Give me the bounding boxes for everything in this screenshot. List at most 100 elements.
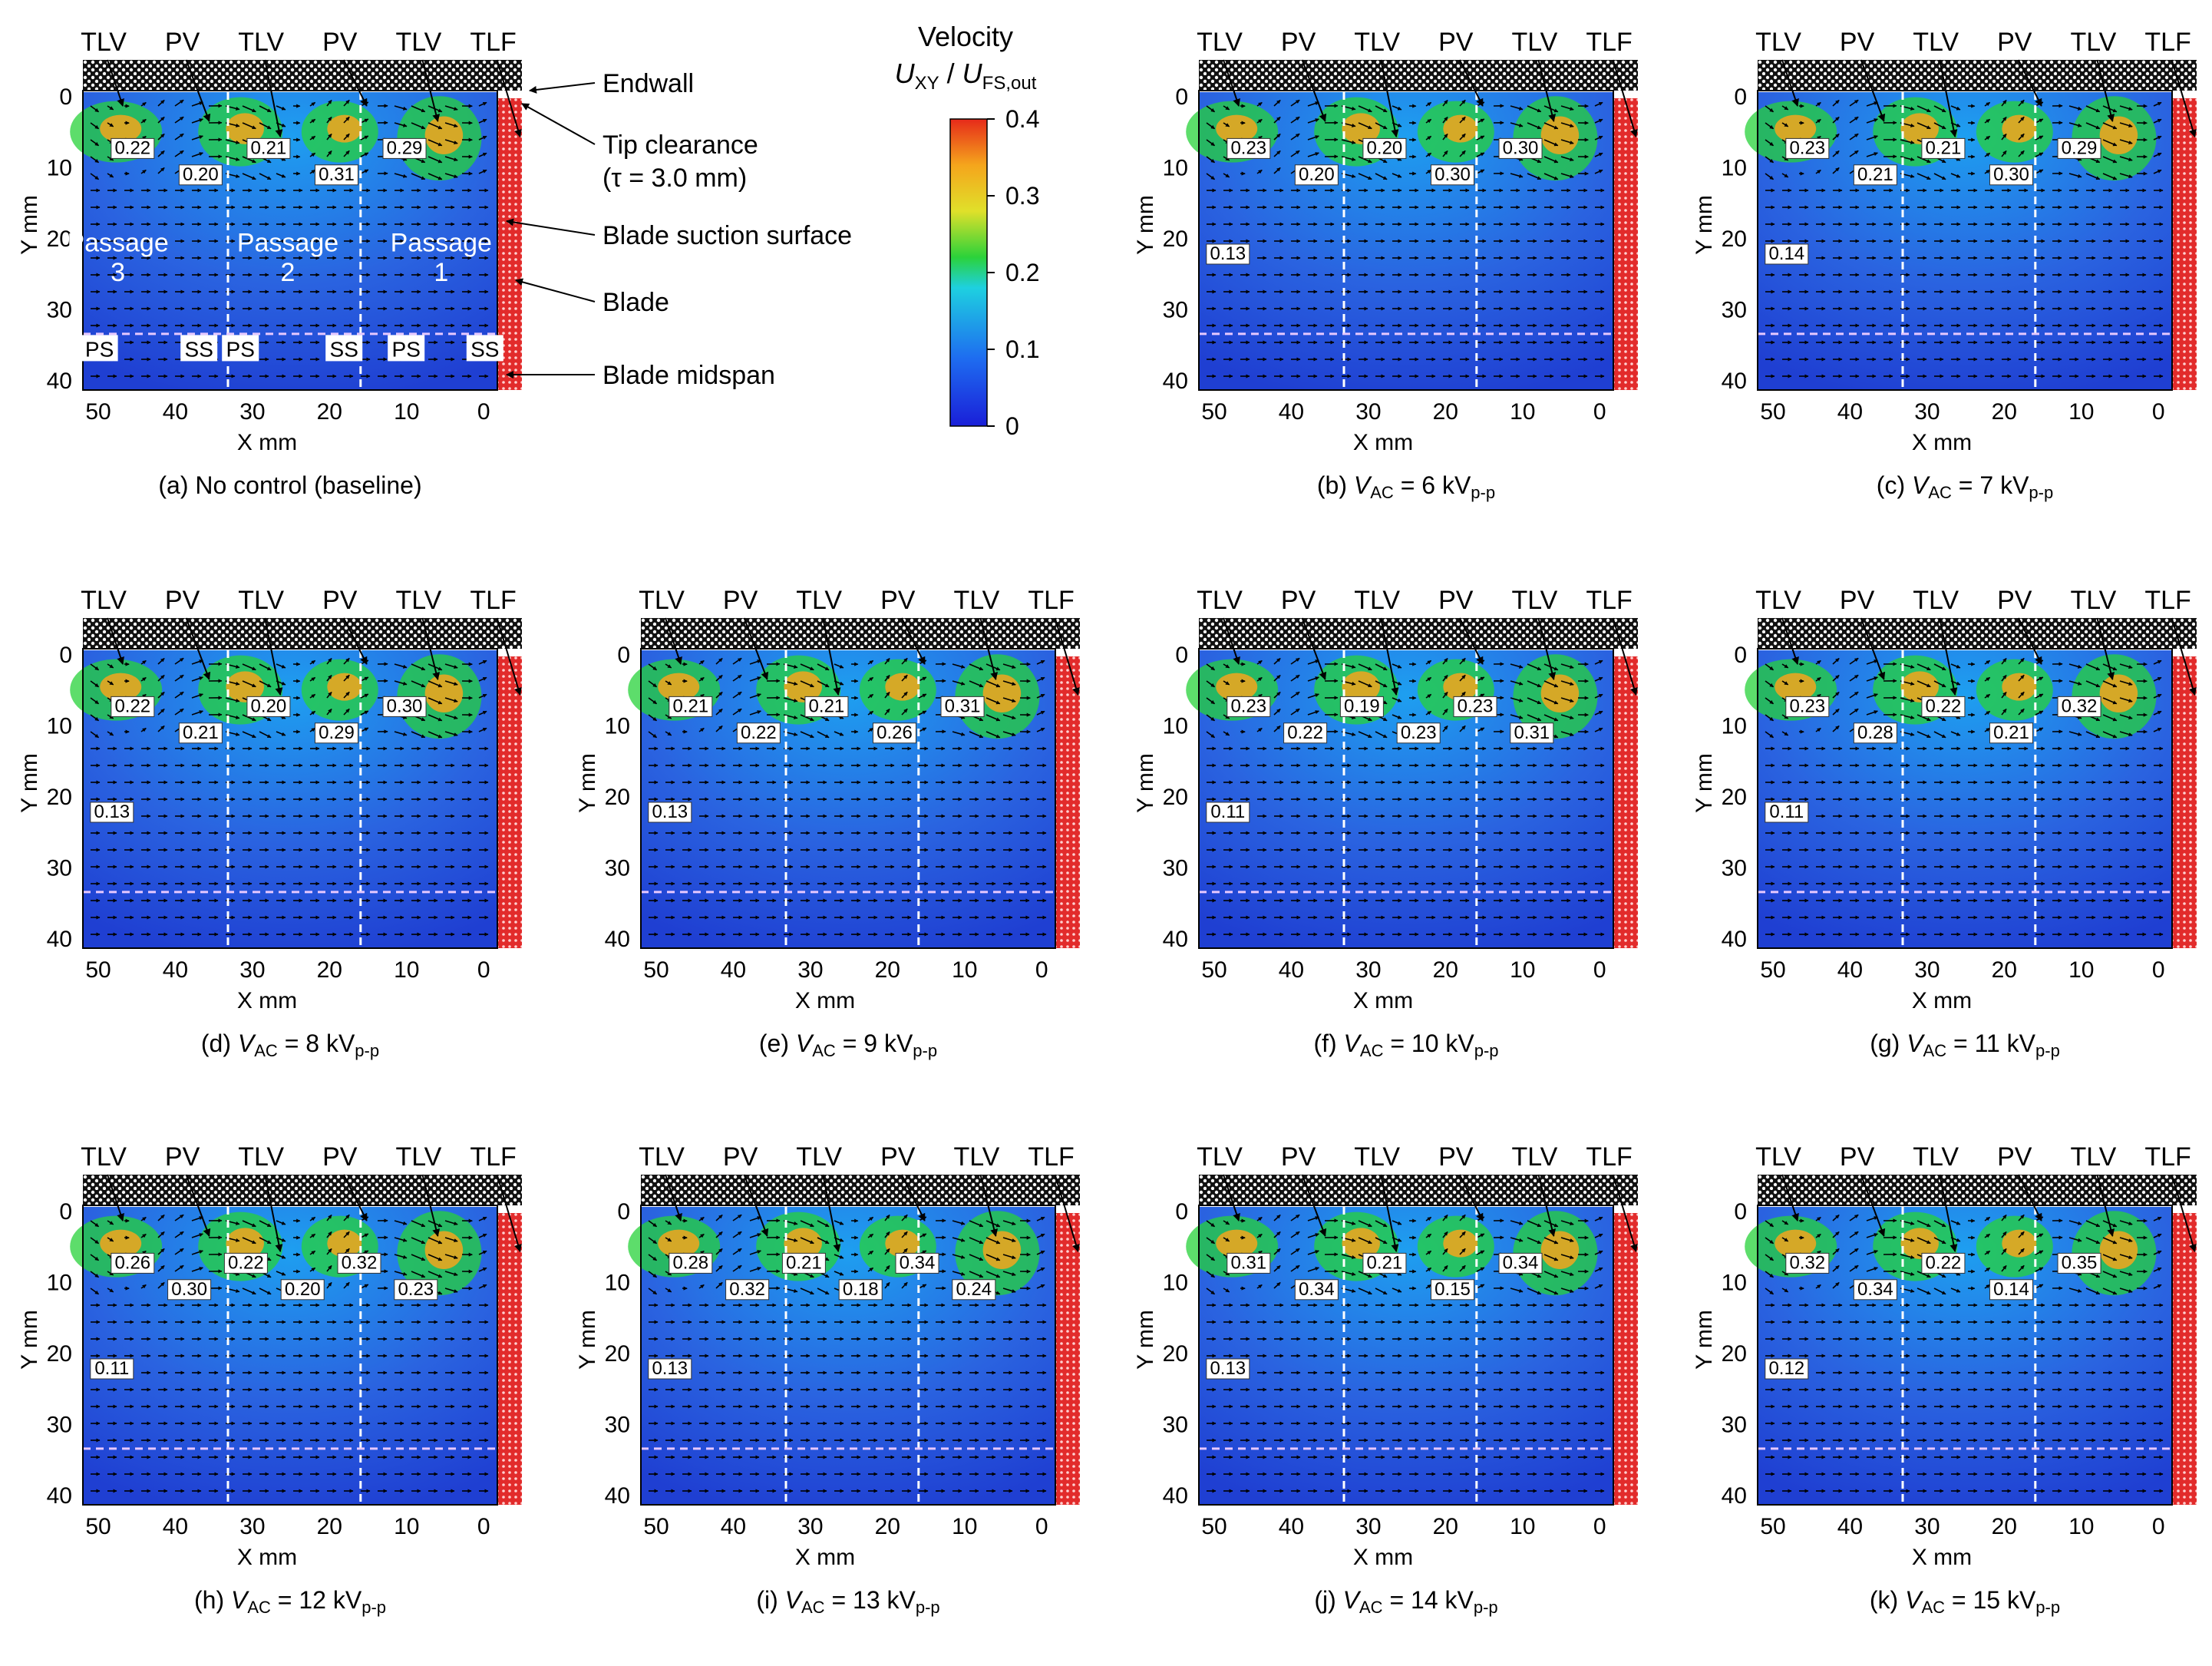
y-tick-label: 30 — [605, 1413, 630, 1438]
x-tick-label: 50 — [643, 1514, 669, 1539]
y-tick-label: 30 — [47, 856, 72, 881]
blade-body — [1613, 1213, 1638, 1505]
value-callout: 0.23 — [1789, 137, 1825, 158]
vortex-label-tlf: TLF — [470, 586, 516, 615]
value-callout: 0.11 — [1210, 802, 1245, 822]
side-label-box — [466, 335, 503, 362]
flow-panel-b: TLV PV TLV PV TLV TLF 0.23 0.20 0.20 0.30 0.30 0.13… — [1133, 28, 1638, 502]
x-tick-label: 0 — [1593, 957, 1606, 983]
vortex-label-tlv: TLV — [1913, 28, 1959, 57]
vortex-label-tlf: TLF — [1028, 1142, 1074, 1172]
velocity-vector — [1459, 133, 1466, 140]
vortex-label-tlv: TLV — [796, 586, 842, 615]
value-callout: 0.22 — [1287, 722, 1323, 743]
side-label-ps: PS — [392, 337, 421, 361]
value-callout: 0.29 — [2062, 137, 2098, 158]
x-tick-label: 30 — [797, 1514, 823, 1539]
x-tick-label: 30 — [1914, 399, 1940, 425]
velocity-vector — [242, 173, 256, 180]
velocity-vector — [326, 150, 332, 157]
vortex-pointer — [107, 59, 124, 107]
x-tick-label: 50 — [1760, 957, 1785, 983]
panel-caption: (i) VAC = 13 kVp-p — [756, 1586, 939, 1617]
panel-caption: (c) VAC = 7 kVp-p — [1877, 471, 2053, 502]
value-callout: 0.21 — [183, 722, 219, 743]
velocity-vector — [1223, 173, 1230, 178]
velocity-vector — [2001, 99, 2007, 107]
blade-body — [497, 656, 522, 948]
x-tick-label: 10 — [2068, 399, 2094, 425]
velocity-vector — [259, 173, 272, 180]
velocity-vector — [1341, 139, 1356, 144]
x-tick-label: 0 — [477, 399, 490, 425]
y-tick-label: 40 — [605, 927, 630, 952]
velocity-vector — [1543, 122, 1559, 130]
y-tick-label: 0 — [59, 1199, 72, 1225]
velocity-vector — [1425, 169, 1432, 174]
x-tick-label: 0 — [1593, 399, 1606, 425]
velocity-vector — [411, 173, 426, 180]
velocity-vector — [326, 116, 332, 124]
x-tick-label: 0 — [477, 957, 490, 983]
velocity-vector — [1442, 99, 1448, 107]
velocity-vector — [1206, 122, 1215, 130]
vortex-pointer — [185, 59, 211, 122]
x-tick-label: 30 — [239, 957, 265, 983]
velocity-vector — [1223, 105, 1230, 111]
x-tick-label: 50 — [85, 399, 111, 425]
velocity-vector — [360, 118, 369, 124]
y-tick-label: 40 — [1163, 927, 1188, 952]
y-tick-label: 10 — [1722, 714, 1747, 739]
value-callout: 0.32 — [729, 1279, 765, 1300]
x-tick-label: 50 — [1760, 399, 1785, 425]
blade-body — [2172, 98, 2197, 390]
x-axis-label: X mm — [237, 1545, 297, 1570]
velocity-vector — [2018, 99, 2025, 107]
velocity-vector — [90, 173, 99, 180]
velocity-vector — [1206, 173, 1215, 180]
vortex-pointer — [1537, 59, 1557, 122]
value-callout: 0.13 — [1210, 1358, 1246, 1379]
value-callout: 0.19 — [1344, 696, 1380, 716]
y-tick-label: 40 — [605, 1483, 630, 1509]
velocity-vector — [107, 173, 114, 178]
y-tick-label: 30 — [47, 298, 72, 323]
vortex-peak — [1540, 116, 1580, 154]
vortex-label-tlf: TLF — [2144, 586, 2191, 615]
vortex-label-tlv: TLV — [1755, 28, 1801, 57]
value-callout: 0.20 — [183, 164, 219, 185]
velocity-vector — [174, 99, 184, 107]
y-tick-label: 40 — [47, 1483, 72, 1509]
value-callout: 0.23 — [1789, 696, 1825, 716]
vortex-peak — [424, 674, 464, 712]
vortex-label-pv: PV — [1281, 586, 1316, 615]
velocity-vector — [1290, 150, 1300, 157]
velocity-vector — [225, 156, 240, 161]
panel-caption: (a) No control (baseline) — [158, 471, 421, 499]
velocity-vector — [1781, 105, 1789, 111]
velocity-vector — [191, 118, 203, 124]
x-tick-label: 0 — [2152, 957, 2165, 983]
x-axis-label: X mm — [237, 430, 297, 455]
value-callout: 0.13 — [1210, 243, 1246, 264]
vortex-label-pv: PV — [1438, 1142, 1474, 1172]
y-tick-label: 10 — [47, 714, 72, 739]
vortex-peak — [100, 114, 142, 143]
x-tick-label: 10 — [394, 399, 419, 425]
velocity-vector — [2068, 105, 2082, 111]
flow-panel-k: TLV PV TLV PV TLV TLF0.320.340.220.140.350.12… — [1692, 1142, 2197, 1617]
y-tick-label: 20 — [1722, 785, 1747, 810]
velocity-vector — [1594, 169, 1603, 174]
x-axis-label: X mm — [1353, 1545, 1413, 1570]
y-tick-label: 40 — [47, 369, 72, 394]
vortex-peak — [226, 113, 264, 144]
x-tick-label: 0 — [2152, 399, 2165, 425]
vortex-label-pv: PV — [165, 586, 200, 615]
y-axis-label: Y mm — [1692, 753, 1717, 813]
vortex-label-tlv: TLV — [1354, 28, 1400, 57]
velocity-vector — [157, 167, 165, 174]
velocity-vector — [1543, 156, 1559, 164]
value-callout: 0.32 — [2062, 696, 2098, 716]
vortex-peak — [2099, 674, 2138, 712]
blade-body — [1055, 656, 1080, 948]
